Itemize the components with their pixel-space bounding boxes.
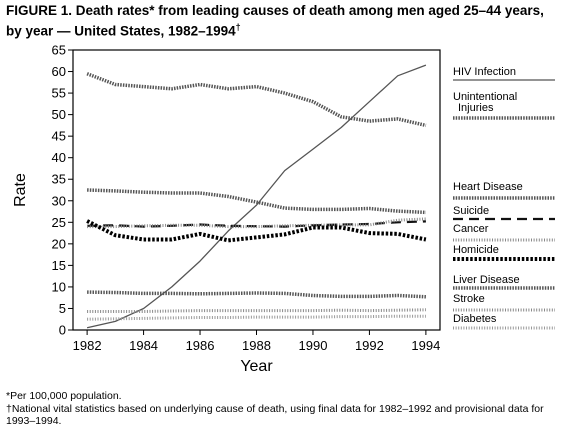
y-tick-label: 30 (52, 193, 66, 208)
footnote-per-100000: *Per 100,000 population. (6, 390, 122, 402)
y-tick-label: 45 (52, 129, 66, 144)
x-tick-label: 1992 (355, 338, 384, 353)
x-tick-label: 1982 (73, 338, 102, 353)
y-axis-label: Rate (12, 173, 29, 207)
series-line-unintentional-injuries (86, 72, 427, 128)
y-tick-label: 5 (59, 301, 66, 316)
y-tick-label: 20 (52, 236, 66, 251)
chart-series (86, 64, 427, 329)
y-tick-label: 35 (52, 172, 66, 187)
title-line-1: FIGURE 1. Death rates* from leading caus… (6, 3, 544, 18)
legend-label-homicide: Homicide (453, 244, 499, 256)
y-tick-label: 40 (52, 150, 66, 165)
legend-label-hiv-infection: HIV Infection (453, 66, 516, 78)
series-line-liver-disease (87, 290, 426, 299)
y-tick-label: 0 (59, 323, 66, 338)
legend-label-heart-disease: Heart Disease (453, 181, 523, 193)
x-tick-label: 1990 (299, 338, 328, 353)
legend-label-unintentional-injuries: Injuries (458, 102, 494, 114)
x-axis-label: Year (240, 358, 273, 375)
y-tick-label: 15 (52, 258, 66, 273)
legend-label-liver-disease: Liver Disease (453, 274, 520, 286)
y-tick-label: 55 (52, 86, 66, 101)
y-tick-label: 65 (52, 43, 66, 58)
title-footnote-mark: † (235, 22, 241, 32)
y-tick-label: 60 (52, 64, 66, 79)
legend-label-cancer: Cancer (453, 223, 489, 235)
series-line-heart-disease (87, 188, 426, 215)
chart-axes: 0 5 10 15 20 25 30 35 40 45 50 55 60 65 1982 1984 1986 19… (12, 43, 441, 375)
legend-label-unintentional-injuries: Unintentional (453, 91, 517, 103)
series-line-diabetes (87, 314, 426, 321)
figure-title: FIGURE 1. Death rates* from leading caus… (6, 3, 558, 40)
x-tick-label: 1988 (242, 338, 271, 353)
y-tick-label: 50 (52, 107, 66, 122)
y-tick-label: 10 (52, 279, 66, 294)
footnotes: *Per 100,000 population. †National vital… (6, 390, 558, 428)
y-tick-label: 25 (52, 215, 66, 230)
footnote-data-source: †National vital statistics based on unde… (6, 402, 544, 428)
series-line-stroke (87, 308, 426, 313)
x-tick-label: 1986 (186, 338, 215, 353)
legend-label-stroke: Stroke (453, 293, 485, 305)
series-line-hiv-infection (86, 64, 427, 329)
legend-label-diabetes: Diabetes (453, 313, 497, 325)
x-tick-label: 1994 (411, 338, 440, 353)
series-line-cancer (87, 217, 426, 229)
title-line-2-text: by year — United States, 1982–1994 (6, 23, 236, 39)
legend-label-suicide: Suicide (453, 205, 489, 217)
title-line-2: by year — United States, 1982–1994† (6, 19, 558, 40)
x-tick-label: 1984 (129, 338, 158, 353)
series-line-homicide (86, 219, 427, 243)
